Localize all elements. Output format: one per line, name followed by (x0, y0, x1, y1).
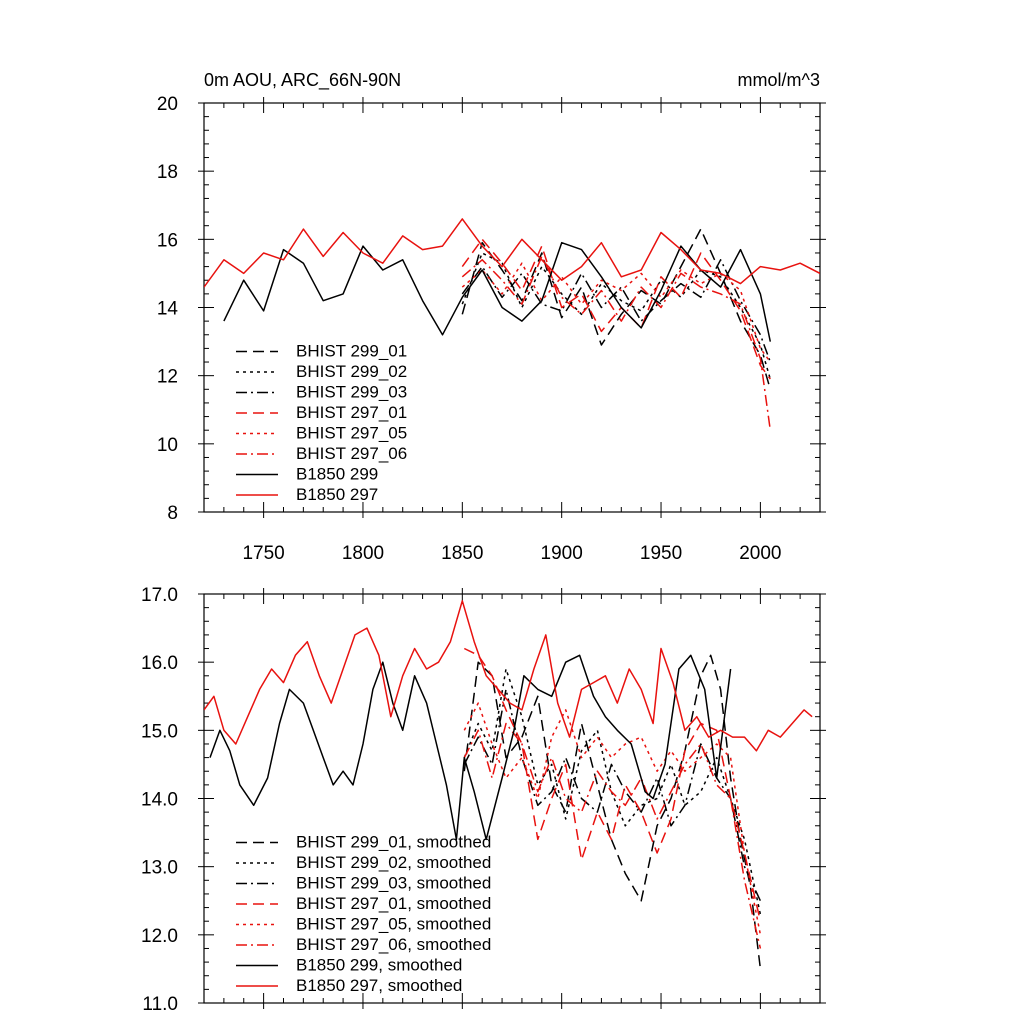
bottom-series-group (204, 600, 813, 969)
top-legend-label-4: BHIST 297_01 (296, 403, 407, 422)
bottom-y-tick-label: 13.0 (141, 858, 178, 879)
bottom-legend-label-8: B1850 297, smoothed (296, 976, 462, 995)
top-series-line-8 (204, 218, 820, 288)
top-legend-label-1: BHIST 299_01 (296, 342, 407, 361)
bottom-legend-label-1: BHIST 299_01, smoothed (296, 833, 491, 852)
top-legend-label-3: BHIST 299_03 (296, 383, 407, 402)
bottom-y-tick-label: 11.0 (142, 994, 178, 1015)
top-series-line-7 (223, 241, 772, 342)
bottom-y-tick-label: 14.0 (141, 790, 178, 811)
bottom-series-line-7 (209, 654, 732, 841)
top-x-tick-label: 1800 (342, 543, 384, 564)
top-y-tick-label: 18 (157, 162, 178, 183)
top-series-group (204, 218, 820, 431)
top-y-tick-label: 8 (167, 503, 178, 524)
bottom-y-tick-label: 16.0 (141, 653, 178, 674)
top-legend-label-2: BHIST 299_02 (296, 362, 407, 381)
top-y-tick-label: 10 (157, 435, 178, 456)
bottom-y-tick-label: 12.0 (141, 926, 178, 947)
top-series-line-4 (461, 238, 771, 380)
top-y-tick-label: 20 (157, 94, 178, 115)
bottom-series-line-4 (463, 647, 762, 922)
bottom-legend-label-5: BHIST 297_05, smoothed (296, 915, 491, 934)
top-x-tick-label: 1750 (242, 543, 284, 564)
bottom-series-line-3 (463, 688, 762, 902)
bottom-series-line-8 (204, 600, 813, 752)
top-x-tick-label: 1900 (541, 543, 583, 564)
top-y-tick-label: 14 (157, 299, 179, 320)
top-legend-label-7: B1850 299 (296, 465, 378, 484)
top-chart-units: mmol/m^3 (738, 70, 820, 90)
top-x-tick-label: 2000 (739, 543, 781, 564)
top-series-line-6 (461, 255, 772, 431)
top-y-tick-label: 16 (157, 230, 178, 251)
top-legend-label-5: BHIST 297_05 (296, 424, 407, 443)
bottom-series-line-6 (463, 722, 762, 949)
top-series-line-5 (461, 262, 771, 363)
top-chart-title: 0m AOU, ARC_66N-90N (204, 70, 401, 91)
top-panel: 0m AOU, ARC_66N-90N mmol/m^3 1750 1800 185… (157, 70, 826, 564)
bottom-legend-label-3: BHIST 299_03, smoothed (296, 874, 491, 893)
bottom-panel: 11.0 12.0 13.0 14.0 15.0 16.0 17.0 BHIST 299_01… (141, 585, 826, 1015)
top-legend-label-6: BHIST 297_06 (296, 444, 407, 463)
top-legend-label-8: B1850 297 (296, 485, 378, 504)
bottom-legend-label-7: B1850 299, smoothed (296, 956, 462, 975)
bottom-legend-label-6: BHIST 297_06, smoothed (296, 935, 491, 954)
top-y-tick-label: 12 (157, 367, 178, 388)
top-series-line-2 (461, 252, 772, 380)
bottom-series-line-1 (463, 654, 762, 969)
bottom-series-line-2 (463, 668, 762, 915)
bottom-legend-label-4: BHIST 297_01, smoothed (296, 894, 491, 913)
bottom-series-line-5 (463, 702, 762, 935)
bottom-legend-label-2: BHIST 299_02, smoothed (296, 853, 491, 872)
bottom-y-tick-label: 17.0 (141, 585, 178, 606)
top-series-line-1 (461, 228, 772, 390)
top-x-tick-label: 1850 (441, 543, 483, 564)
bottom-y-tick-label: 15.0 (141, 721, 178, 742)
top-x-tick-label: 1950 (640, 543, 682, 564)
